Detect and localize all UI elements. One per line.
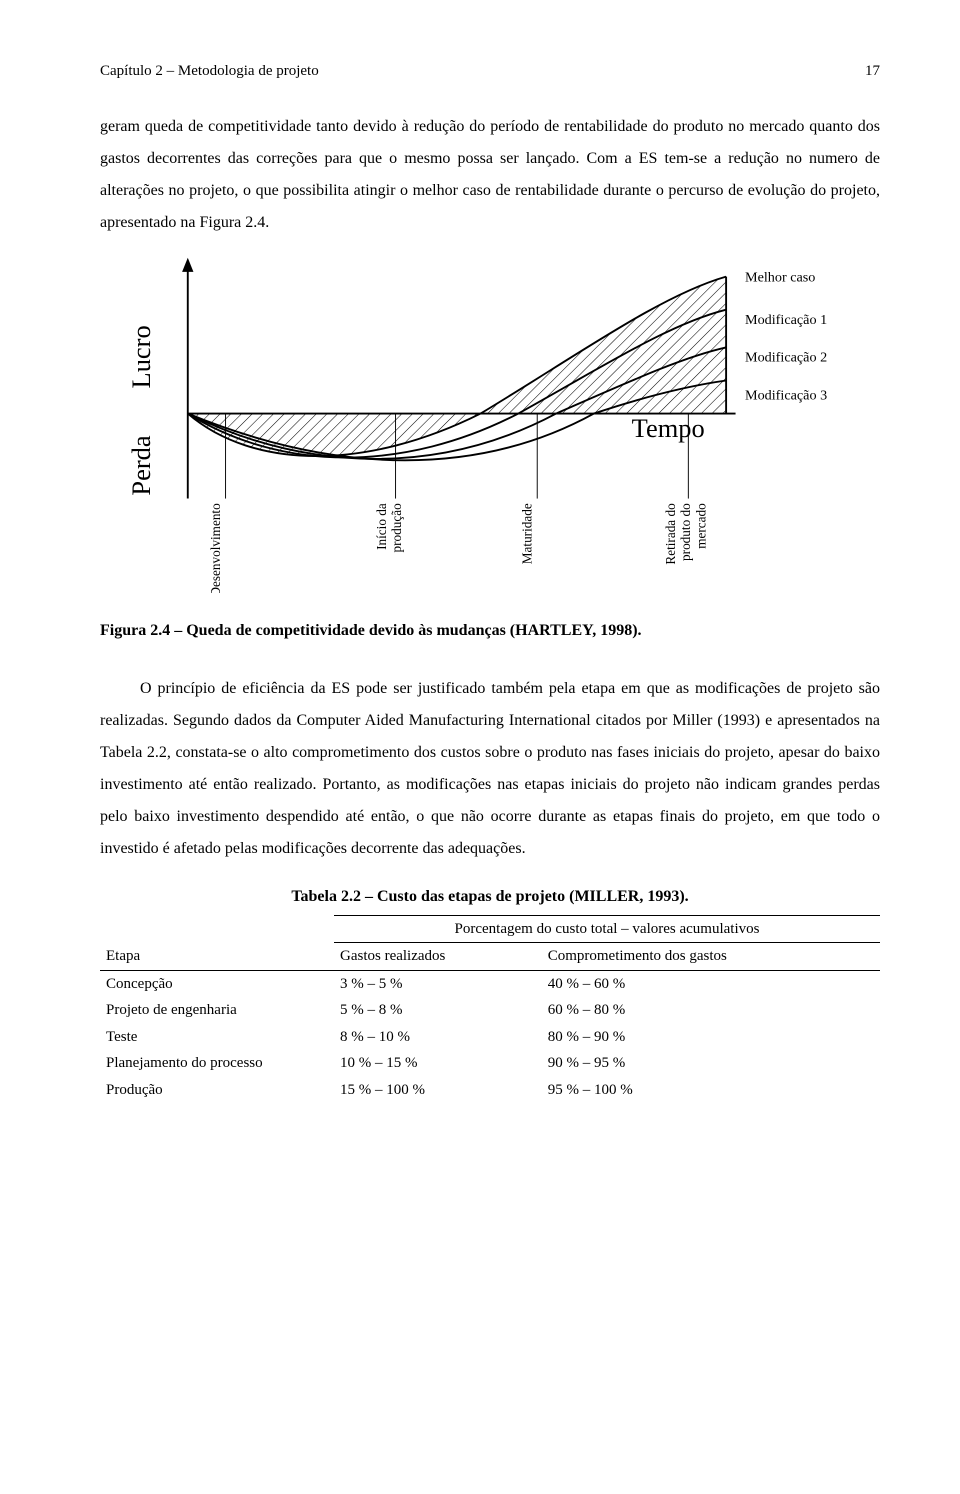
xtick-retirada-2: produto do [678, 502, 693, 560]
xtick-inicio-2: produção [389, 502, 404, 552]
table-row: Teste 8 % – 10 % 80 % – 90 % [100, 1024, 880, 1051]
page-header: Capítulo 2 – Metodologia de projeto 17 [100, 60, 880, 83]
profit-time-chart: Lucro Perda Tempo Melhor caso Modificaçã… [100, 253, 880, 593]
table-row: Concepção 3 % – 5 % 40 % – 60 % [100, 970, 880, 997]
xtick-desenvolvimento: Desenvolvimento [208, 502, 223, 592]
page-number: 17 [865, 60, 880, 83]
legend-mod3: Modificação 3 [745, 387, 827, 403]
y-axis-label-perda: Perda [126, 435, 156, 495]
table-caption: Tabela 2.2 – Custo das etapas de projeto… [100, 885, 880, 909]
xtick-inicio-1: Início da [374, 503, 389, 550]
chapter-title: Capítulo 2 – Metodologia de projeto [100, 60, 319, 83]
legend-melhor-caso: Melhor caso [745, 269, 815, 285]
table-row: Planejamento do processo 10 % – 15 % 90 … [100, 1050, 880, 1077]
table-super-header: Porcentagem do custo total – valores acu… [334, 915, 880, 943]
figure-caption: Figura 2.4 – Queda de competitividade de… [100, 619, 880, 643]
table-row: Projeto de engenharia 5 % – 8 % 60 % – 8… [100, 997, 880, 1024]
col-compromet: Comprometimento dos gastos [542, 943, 880, 971]
y-axis-label-lucro: Lucro [126, 325, 156, 388]
paragraph-1: geram queda de competitividade tanto dev… [100, 111, 880, 239]
figure-2-4: Lucro Perda Tempo Melhor caso Modificaçã… [100, 253, 880, 601]
xtick-retirada-3: mercado [693, 502, 708, 548]
table-2-2: Porcentagem do custo total – valores acu… [100, 915, 880, 1104]
legend-mod2: Modificação 2 [745, 349, 827, 365]
xtick-maturidade: Maturidade [520, 503, 535, 564]
col-gastos: Gastos realizados [334, 943, 542, 971]
col-etapa: Etapa [100, 943, 334, 971]
x-axis-label-tempo: Tempo [632, 413, 705, 443]
xtick-retirada-1: Retirada do [663, 502, 678, 564]
table-row: Produção 15 % – 100 % 95 % – 100 % [100, 1077, 880, 1104]
legend-mod1: Modificação 1 [745, 311, 827, 327]
paragraph-2: O princípio de eficiência da ES pode ser… [100, 673, 880, 865]
